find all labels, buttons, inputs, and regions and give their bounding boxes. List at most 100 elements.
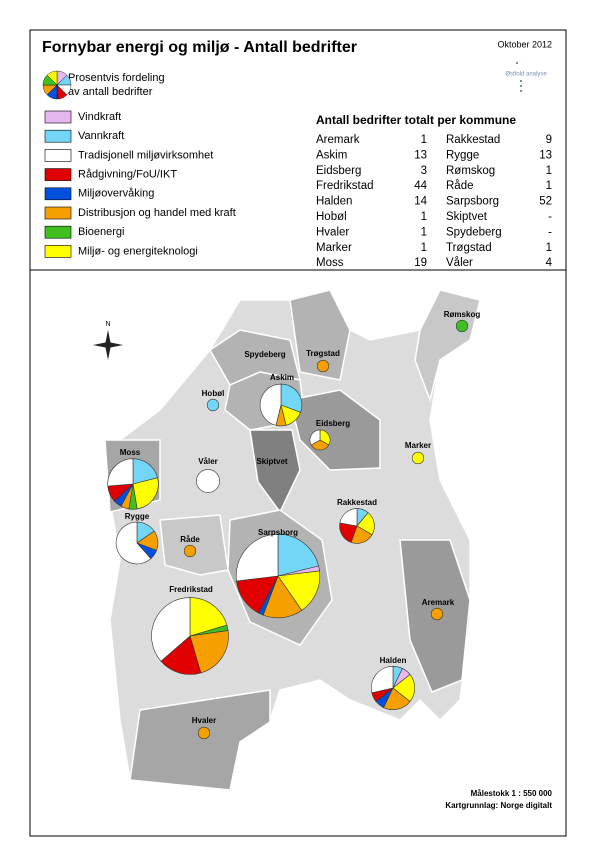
logo: Østfold analyse [505, 72, 547, 78]
municipality-label: Skiptvet [256, 457, 287, 466]
legend-swatch [44, 206, 72, 220]
legend-swatch [44, 187, 72, 201]
region [159, 514, 229, 576]
legend-label: Miljøovervåking [78, 188, 154, 200]
pie-slice [280, 383, 303, 413]
pie-slice [160, 635, 202, 675]
pie-slice [411, 451, 425, 465]
table-name: Skiptvet [446, 211, 488, 223]
municipality-label: Rømskog [444, 310, 481, 319]
table-value: 1 [421, 134, 427, 146]
compass-label: N [105, 321, 110, 328]
region [289, 289, 351, 381]
municipality-label: Rakkestad [337, 498, 377, 507]
table-name: Rygge [446, 149, 479, 161]
legend-label: Rådgivning/FoU/IKT [78, 169, 177, 181]
table-value: 14 [414, 196, 427, 208]
scale: Målestokk 1 : 550 000 [471, 789, 553, 798]
pie-slice [259, 383, 282, 426]
municipality-label: Askim [270, 373, 294, 382]
table-value: 1 [421, 226, 427, 238]
region [414, 289, 481, 403]
pie-slice [196, 469, 220, 493]
title: Fornybar energi og miljø - Antall bedrif… [42, 39, 357, 56]
table-name: Råde [446, 180, 474, 192]
table-value: - [548, 211, 552, 223]
municipality-label: Rygge [125, 512, 150, 521]
table-value: - [548, 226, 552, 238]
region [129, 689, 271, 791]
table-value: 1 [546, 165, 552, 177]
logo-dots [516, 62, 522, 92]
legend-icon-slice [46, 70, 58, 86]
table-title: Antall bedrifter totalt per kommune [316, 113, 516, 127]
table-name: Marker [316, 242, 352, 254]
municipality-label: Halden [380, 656, 407, 665]
table-value: 13 [414, 149, 427, 161]
municipality-label: Spydeberg [244, 350, 285, 359]
legend-swatch [44, 225, 72, 239]
table-name: Rakkestad [446, 134, 500, 146]
compass [93, 330, 123, 360]
table-value: 1 [421, 242, 427, 254]
municipality-label: Våler [198, 457, 218, 466]
pie-slice [316, 359, 330, 373]
legend-label: Tradisjonell miljøvirksomhet [78, 149, 213, 161]
pie-slice [309, 429, 321, 446]
legend-swatch [44, 245, 72, 258]
municipality-label: Trøgstad [306, 349, 340, 358]
table-name: Hobøl [316, 211, 347, 223]
table-name: Fredrikstad [316, 180, 374, 192]
municipality-label: Eidsberg [316, 419, 350, 428]
pie-slice [189, 630, 229, 674]
table-value: 3 [421, 165, 427, 177]
legend-title: Prosentvis fordeling [68, 72, 165, 84]
table-value: 9 [546, 134, 552, 146]
table-value: 4 [546, 257, 553, 269]
table-name: Trøgstad [446, 242, 492, 254]
header-frame [29, 29, 567, 271]
pie-slice [115, 521, 152, 565]
date: Oktober 2012 [497, 39, 552, 49]
pie-slice [371, 665, 394, 694]
pie-slice [183, 544, 197, 558]
legend-swatch [44, 149, 72, 162]
table-name: Hvaler [316, 226, 349, 238]
pie-slice [189, 597, 228, 637]
table-value: 1 [546, 242, 552, 254]
legend-label: Vannkraft [78, 130, 124, 142]
municipality-label: Råde [180, 535, 200, 544]
legend-swatch [44, 110, 72, 124]
legend-swatch [44, 168, 72, 181]
pie-slice [235, 533, 279, 582]
pie-slice [339, 508, 358, 527]
legend-label: Distribusjon og handel med kraft [78, 207, 236, 219]
pie-slice [151, 597, 191, 662]
table-name: Våler [446, 257, 473, 269]
legend-label: Bioenergi [78, 226, 124, 238]
table-value: 44 [414, 180, 427, 192]
municipality-label: Hobøl [202, 389, 225, 398]
table-value: 19 [414, 257, 427, 269]
municipality-label: Marker [405, 441, 431, 450]
table-name: Spydeberg [446, 226, 502, 238]
pie-slice [197, 726, 211, 740]
table-value: 1 [546, 180, 552, 192]
table-name: Rømskog [446, 165, 495, 177]
pie-slice [277, 533, 319, 577]
pie-slice [206, 398, 220, 412]
table-name: Sarpsborg [446, 196, 499, 208]
region [289, 389, 381, 471]
legend-swatch [44, 129, 72, 143]
pie-slice [277, 570, 321, 611]
table-value: 1 [421, 211, 427, 223]
legend-title: av antall bedrifter [68, 86, 153, 98]
table-name: Eidsberg [316, 165, 361, 177]
table-value: 13 [539, 149, 552, 161]
municipality-label: Hvaler [192, 716, 216, 725]
municipality-label: Sarpsborg [258, 528, 298, 537]
municipality-label: Fredrikstad [169, 585, 213, 594]
pie-slice [107, 458, 134, 487]
municipality-label: Moss [120, 448, 141, 457]
